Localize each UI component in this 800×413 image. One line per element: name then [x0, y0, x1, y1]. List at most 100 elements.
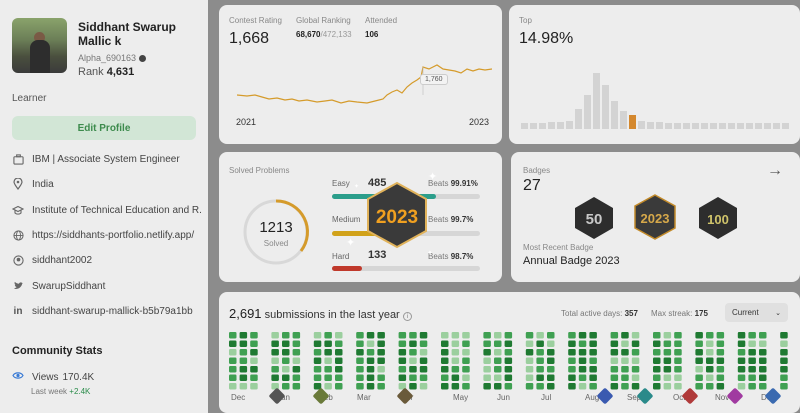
heatmap-cell[interactable] [525, 357, 534, 365]
heatmap-cell[interactable] [366, 349, 375, 356]
heatmap-cell[interactable] [250, 366, 258, 373]
heatmap-cell[interactable] [398, 332, 407, 339]
heatmap-cell[interactable] [282, 340, 290, 348]
heatmap-cell[interactable] [451, 332, 460, 339]
heatmap-cell[interactable] [631, 357, 640, 365]
heatmap-cell[interactable] [441, 332, 449, 339]
heatmap-cell[interactable] [335, 340, 343, 348]
heatmap-cell[interactable] [292, 332, 301, 339]
heatmap-cell[interactable] [589, 332, 597, 339]
heatmap-cell[interactable] [282, 332, 290, 339]
heatmap-cell[interactable] [504, 366, 513, 373]
heatmap-cell[interactable] [737, 374, 746, 382]
heatmap-cell[interactable] [377, 366, 385, 373]
heatmap-cell[interactable] [409, 374, 417, 382]
heatmap-cell[interactable] [356, 366, 364, 373]
heatmap-cell[interactable] [239, 383, 248, 390]
heatmap-cell[interactable] [547, 366, 555, 373]
heatmap-cell[interactable] [398, 374, 407, 382]
heatmap-cell[interactable] [419, 366, 428, 373]
heatmap-cell[interactable] [324, 366, 332, 373]
heatmap-cell[interactable] [282, 374, 290, 382]
heatmap-cell[interactable] [462, 374, 470, 382]
heatmap-cell[interactable] [536, 366, 544, 373]
heatmap-cell[interactable] [716, 340, 725, 348]
heatmap-cell[interactable] [663, 383, 672, 390]
heatmap-cell[interactable] [462, 383, 470, 390]
heatmap-cell[interactable] [504, 374, 513, 382]
heatmap-cell[interactable] [578, 357, 587, 365]
heatmap-cell[interactable] [536, 383, 544, 390]
heatmap-cell[interactable] [504, 383, 513, 390]
heatmap-cell[interactable] [335, 383, 343, 390]
heatmap-cell[interactable] [313, 340, 322, 348]
heatmap-cell[interactable] [335, 332, 343, 339]
heatmap-cell[interactable] [229, 332, 237, 339]
info-twitter[interactable]: SwarupSiddhant [12, 279, 202, 293]
heatmap-cell[interactable] [780, 383, 788, 390]
heatmap-cell[interactable] [716, 366, 725, 373]
heatmap-cell[interactable] [462, 332, 470, 339]
heatmap-cell[interactable] [536, 349, 544, 356]
heatmap-cell[interactable] [451, 366, 460, 373]
heatmap-cell[interactable] [441, 366, 449, 373]
heatmap-cell[interactable] [621, 357, 629, 365]
heatmap-cell[interactable] [737, 366, 746, 373]
heatmap-cell[interactable] [589, 340, 597, 348]
heatmap-cell[interactable] [621, 349, 629, 356]
heatmap-cell[interactable] [780, 332, 788, 339]
heatmap-cell[interactable] [441, 340, 449, 348]
heatmap-cell[interactable] [324, 340, 332, 348]
heatmap-cell[interactable] [674, 383, 682, 390]
heatmap-cell[interactable] [271, 374, 279, 382]
heatmap-cell[interactable] [366, 383, 375, 390]
heatmap-cell[interactable] [706, 374, 714, 382]
heatmap-cell[interactable] [653, 374, 661, 382]
heatmap-cell[interactable] [250, 374, 258, 382]
heatmap-cell[interactable] [589, 383, 597, 390]
info-github-link[interactable]: siddhant2002 [32, 254, 93, 266]
heatmap-cell[interactable] [748, 340, 756, 348]
heatmap-cell[interactable] [663, 366, 672, 373]
heatmap-cell[interactable] [578, 366, 587, 373]
heatmap-cell[interactable] [621, 383, 629, 390]
heatmap-cell[interactable] [536, 357, 544, 365]
heatmap-cell[interactable] [462, 349, 470, 356]
heatmap-cell[interactable] [695, 357, 703, 365]
heatmap-cell[interactable] [706, 332, 714, 339]
heatmap-cell[interactable] [271, 340, 279, 348]
heatmap-cell[interactable] [653, 357, 661, 365]
heatmap-cell[interactable] [313, 374, 322, 382]
heatmap-cell[interactable] [377, 332, 385, 339]
heatmap-cell[interactable] [578, 340, 587, 348]
heatmap-cell[interactable] [748, 332, 756, 339]
heatmap-cell[interactable] [409, 366, 417, 373]
heatmap-cell[interactable] [494, 366, 502, 373]
heatmap-cell[interactable] [494, 357, 502, 365]
heatmap-cell[interactable] [759, 366, 767, 373]
heatmap-cell[interactable] [706, 340, 714, 348]
edit-profile-button[interactable]: Edit Profile [12, 116, 196, 140]
heatmap-cell[interactable] [239, 357, 248, 365]
heatmap-cell[interactable] [292, 374, 301, 382]
heatmap-cell[interactable] [324, 349, 332, 356]
heatmap-cell[interactable] [239, 332, 248, 339]
heatmap-cell[interactable] [706, 357, 714, 365]
heatmap-cell[interactable] [313, 357, 322, 365]
heatmap-cell[interactable] [589, 374, 597, 382]
heatmap-cell[interactable] [494, 340, 502, 348]
heatmap-cell[interactable] [313, 349, 322, 356]
heatmap-cell[interactable] [706, 383, 714, 390]
heatmap-cell[interactable] [494, 383, 502, 390]
heatmap-cell[interactable] [292, 349, 301, 356]
heatmap-cell[interactable] [451, 357, 460, 365]
submission-heatmap[interactable] [229, 332, 795, 392]
heatmap-cell[interactable] [631, 340, 640, 348]
heatmap-cell[interactable] [716, 383, 725, 390]
heatmap-cell[interactable] [547, 374, 555, 382]
heatmap-cell[interactable] [292, 357, 301, 365]
heatmap-cell[interactable] [282, 349, 290, 356]
heatmap-cell[interactable] [239, 374, 248, 382]
heatmap-cell[interactable] [578, 374, 587, 382]
heatmap-cell[interactable] [653, 383, 661, 390]
